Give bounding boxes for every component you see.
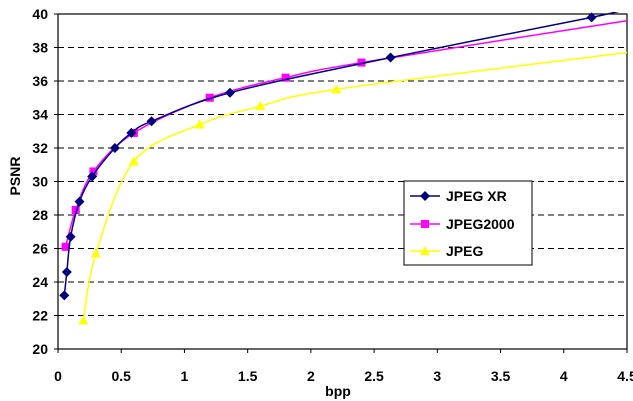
y-tick-label: 28 xyxy=(32,207,48,223)
data-point-jpeg xyxy=(90,248,101,258)
data-point-jpeg2000 xyxy=(89,167,98,176)
x-tick-labels: 0 0.5 1 1.5 2 2.5 3 3.5 4 4.5 xyxy=(54,368,633,384)
x-tick-label: 1 xyxy=(181,368,189,384)
data-point-jpeg2000 xyxy=(61,242,70,251)
legend-item-jpeg: JPEG xyxy=(410,243,483,259)
square-marker-icon xyxy=(421,220,429,228)
series-line-jpeg2000 xyxy=(64,19,628,248)
x-tick-label: 0.5 xyxy=(111,368,131,384)
data-point-jpeg-xr xyxy=(109,143,120,153)
data-point-jpeg2000 xyxy=(205,93,214,102)
legend-item-jpeg2000: JPEG2000 xyxy=(410,216,515,232)
x-axis-title: bpp xyxy=(325,383,351,399)
legend: JPEG XR JPEG2000 JPEG xyxy=(403,180,533,266)
series-jpeg2000 xyxy=(61,19,628,251)
data-point-jpeg xyxy=(255,101,266,111)
data-point-jpeg-xr xyxy=(61,266,72,277)
series-jpeg-xr xyxy=(59,12,620,301)
y-tick-label: 22 xyxy=(32,308,48,324)
data-point-jpeg xyxy=(128,156,139,166)
data-point-jpeg2000 xyxy=(281,73,290,82)
y-tick-labels: 20 22 24 26 28 30 32 34 36 38 40 xyxy=(32,6,48,357)
x-tick-label: 2.5 xyxy=(364,368,384,384)
y-tick-label: 40 xyxy=(32,6,48,22)
data-point-jpeg xyxy=(331,84,342,94)
grid-lines xyxy=(58,47,627,316)
data-point-jpeg2000 xyxy=(71,205,80,214)
data-point-jpeg2000 xyxy=(357,58,366,67)
y-tick-label: 38 xyxy=(32,40,48,56)
y-tick-label: 24 xyxy=(32,274,48,290)
x-tick-label: 4 xyxy=(560,368,568,384)
y-tick-label: 36 xyxy=(32,73,48,89)
triangle-marker-icon xyxy=(420,246,430,255)
series-jpeg xyxy=(78,51,628,325)
x-tick-label: 0 xyxy=(54,368,62,384)
legend-label-jpeg: JPEG xyxy=(446,243,483,259)
x-tick-label: 3 xyxy=(433,368,441,384)
data-point-jpeg-xr xyxy=(65,231,76,242)
data-point-jpeg-xr xyxy=(146,116,157,127)
x-tick-label: 1.5 xyxy=(238,368,258,384)
y-axis-title: PSNR xyxy=(7,157,23,196)
data-point-jpeg-xr xyxy=(586,12,597,23)
data-point-jpeg-xr xyxy=(87,171,98,182)
series-layer xyxy=(59,12,628,325)
series-line-jpeg xyxy=(82,51,628,321)
y-tick-label: 34 xyxy=(32,107,48,123)
data-point-jpeg-xr xyxy=(59,290,70,301)
y-tick-label: 26 xyxy=(32,241,48,257)
y-tick-label: 30 xyxy=(32,174,48,190)
data-point-jpeg-xr xyxy=(224,87,235,98)
series-line-jpeg-xr xyxy=(63,12,620,296)
data-point-jpeg xyxy=(78,315,89,325)
x-tick-label: 4.5 xyxy=(617,368,633,384)
data-point-jpeg-xr xyxy=(74,196,85,207)
legend-label-jpeg-xr: JPEG XR xyxy=(446,188,507,204)
y-tick-label: 32 xyxy=(32,140,48,156)
diamond-marker-icon xyxy=(420,191,430,201)
plot-frame xyxy=(54,13,628,353)
x-tick-label: 2 xyxy=(307,368,315,384)
x-tick-label: 3.5 xyxy=(491,368,511,384)
legend-label-jpeg2000: JPEG2000 xyxy=(446,216,515,232)
data-point-jpeg-xr xyxy=(385,52,396,63)
y-tick-label: 20 xyxy=(32,341,48,357)
data-point-jpeg-xr xyxy=(126,127,137,138)
data-point-jpeg xyxy=(194,119,205,129)
legend-item-jpeg-xr: JPEG XR xyxy=(410,188,507,204)
